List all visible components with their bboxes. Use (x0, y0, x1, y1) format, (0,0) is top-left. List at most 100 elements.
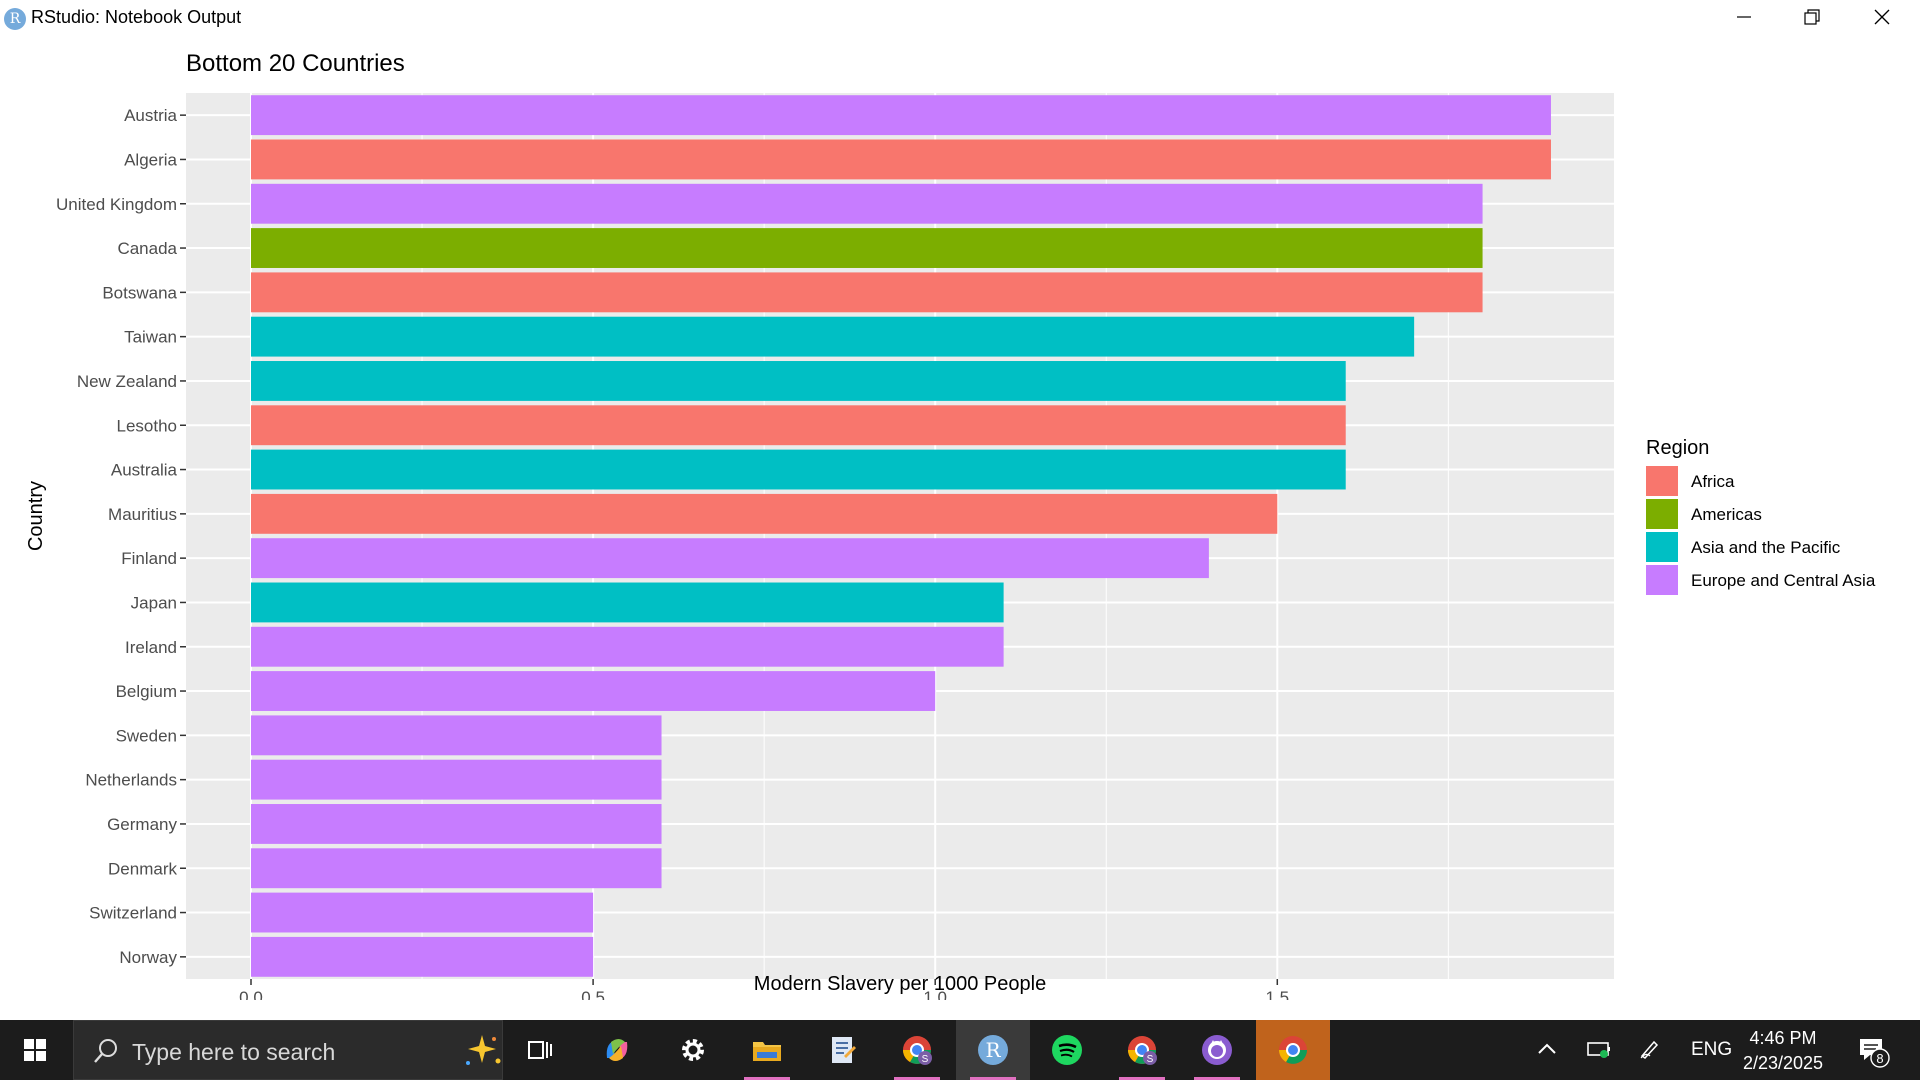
task-view-button[interactable] (502, 1020, 576, 1080)
y-tick-label: Taiwan (124, 328, 177, 347)
pen-icon[interactable] (1638, 1036, 1662, 1060)
x-tick-label: 1.5 (1265, 988, 1289, 1000)
bar-new-zealand (251, 361, 1346, 401)
github-desktop-button[interactable] (1180, 1020, 1254, 1080)
gear-icon (677, 1034, 709, 1066)
clock-date: 2/23/2025 (1738, 1051, 1828, 1076)
taskbar-search[interactable]: Type here to search (73, 1020, 503, 1080)
y-tick-label: Denmark (108, 859, 177, 878)
y-tick-label: Ireland (125, 638, 177, 657)
chrome-profile-button[interactable]: S (880, 1020, 954, 1080)
y-tick-label: Canada (117, 239, 177, 258)
bar-chart: Bottom 20 Countries Austria Algeria United… (0, 40, 1920, 1000)
restore-icon (1802, 8, 1822, 28)
y-tick-label: Switzerland (89, 904, 177, 923)
legend: Region Africa Americas Asia and the Pacifi… (1646, 437, 1876, 595)
svg-text:S: S (1147, 1054, 1154, 1065)
svg-text:R: R (985, 1038, 1001, 1062)
bar-austria (251, 95, 1551, 135)
y-tick-label: Japan (131, 593, 177, 612)
close-button[interactable] (1848, 0, 1916, 35)
bar-lesotho (251, 405, 1346, 445)
y-tick-label: Algeria (124, 150, 177, 169)
language-indicator[interactable]: ENG (1691, 1039, 1732, 1061)
bar-australia (251, 450, 1346, 490)
clock[interactable]: 4:46 PM 2/23/2025 (1738, 1026, 1828, 1076)
rstudio-taskbar-button[interactable]: R (956, 1020, 1030, 1080)
document-icon (826, 1034, 858, 1066)
legend-key (1646, 532, 1678, 562)
window-title: RStudio: Notebook Output (31, 7, 241, 28)
legend-key (1646, 466, 1678, 496)
search-input[interactable]: Type here to search (132, 1039, 335, 1066)
legend-key (1646, 565, 1678, 595)
legend-label: Asia and the Pacific (1691, 538, 1841, 557)
bar-botswana (251, 272, 1483, 312)
rstudio-app-icon: R (4, 8, 26, 30)
plot-panel (186, 93, 1614, 979)
rstudio-icon: R (977, 1034, 1009, 1066)
x-tick-label: 0.0 (239, 988, 263, 1000)
bar-norway (251, 937, 593, 977)
file-explorer-button[interactable] (730, 1020, 804, 1080)
y-tick-label: Finland (121, 549, 177, 568)
copilot-button[interactable] (580, 1020, 654, 1080)
y-tick-label: Australia (111, 461, 178, 480)
github-icon (1201, 1034, 1233, 1066)
settings-button[interactable] (656, 1020, 730, 1080)
y-tick-label: United Kingdom (56, 195, 177, 214)
search-icon (92, 1037, 120, 1065)
x-tick-label: 0.5 (581, 988, 605, 1000)
legend-key (1646, 499, 1678, 529)
start-button[interactable] (0, 1020, 70, 1080)
folder-icon (751, 1034, 783, 1066)
bar-germany (251, 804, 662, 844)
y-tick-label: Germany (107, 815, 177, 834)
restore-button[interactable] (1778, 0, 1846, 35)
bar-japan (251, 583, 1004, 623)
taskbar: Type here to search S (0, 1020, 1920, 1080)
notification-count: 8 (1876, 1051, 1883, 1066)
bar-united-kingdom (251, 184, 1483, 224)
bar-belgium (251, 671, 935, 711)
notepad-button[interactable] (805, 1020, 879, 1080)
legend-label: Americas (1691, 505, 1762, 524)
bar-taiwan (251, 317, 1414, 357)
minimize-button[interactable] (1710, 0, 1778, 35)
window-titlebar: R RStudio: Notebook Output (0, 0, 1920, 35)
y-tick-label: Botswana (102, 283, 177, 302)
legend-label: Europe and Central Asia (1691, 571, 1876, 590)
y-tick-label: Norway (119, 948, 177, 967)
clock-time: 4:46 PM (1738, 1026, 1828, 1051)
spotify-button[interactable] (1030, 1020, 1104, 1080)
chart-title: Bottom 20 Countries (186, 50, 405, 77)
windows-icon (0, 1020, 70, 1080)
y-axis: Austria Algeria United Kingdom Canada Botswa… (56, 106, 186, 967)
legend-label: Africa (1691, 472, 1735, 491)
spotify-icon (1051, 1034, 1083, 1066)
x-axis-label: Modern Slavery per 1000 People (754, 973, 1046, 995)
y-tick-label: Austria (124, 106, 177, 125)
battery-icon[interactable] (1586, 1038, 1612, 1060)
task-view-icon (523, 1034, 555, 1066)
chrome-button[interactable] (1256, 1020, 1330, 1080)
chrome-profile-2-button[interactable]: S (1105, 1020, 1179, 1080)
y-tick-label: New Zealand (77, 372, 177, 391)
y-tick-label: Lesotho (117, 416, 178, 435)
bar-denmark (251, 848, 662, 888)
y-axis-label: Country (25, 481, 47, 551)
bar-finland (251, 538, 1209, 578)
bar-canada (251, 228, 1483, 268)
bar-netherlands (251, 760, 662, 800)
legend-title: Region (1646, 437, 1709, 459)
y-tick-label: Netherlands (85, 771, 177, 790)
y-tick-label: Mauritius (108, 505, 177, 524)
chevron-up-icon[interactable] (1536, 1038, 1558, 1060)
bar-mauritius (251, 494, 1277, 534)
bar-ireland (251, 627, 1004, 667)
sparkle-icon (464, 1033, 504, 1069)
bar-algeria (251, 140, 1551, 180)
bar-switzerland (251, 893, 593, 933)
notification-icon[interactable]: 8 (1856, 1034, 1890, 1068)
chrome-icon: S (901, 1034, 933, 1066)
